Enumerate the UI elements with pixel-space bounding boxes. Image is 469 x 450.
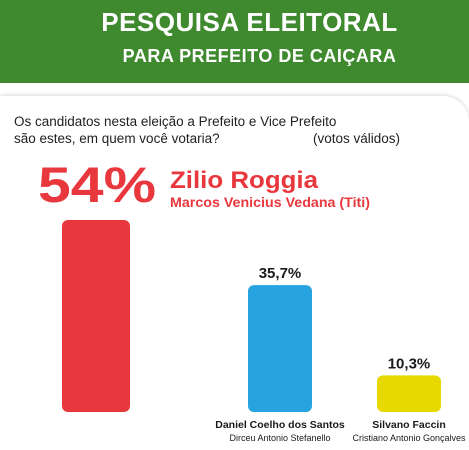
bar-candidate-3	[377, 375, 441, 412]
bar-candidate-1	[62, 220, 130, 412]
candidate-name-3: Silvano Faccin	[372, 419, 446, 431]
candidate-name-1: Zilio Roggia	[170, 167, 319, 194]
value-label-2: 35,7%	[259, 265, 302, 282]
vice-name-1: Marcos Venicius Vedana (Titi)	[170, 195, 370, 210]
value-label-3: 10,3%	[388, 355, 431, 372]
candidate-name-2: Daniel Coelho dos Santos	[215, 419, 345, 431]
bar-candidate-2	[248, 285, 312, 412]
vice-name-2: Dirceu Antonio Stefanello	[229, 433, 330, 443]
vice-name-3: Cristiano Antonio Gonçalves	[352, 433, 466, 443]
value-label-1: 54%	[38, 157, 156, 213]
